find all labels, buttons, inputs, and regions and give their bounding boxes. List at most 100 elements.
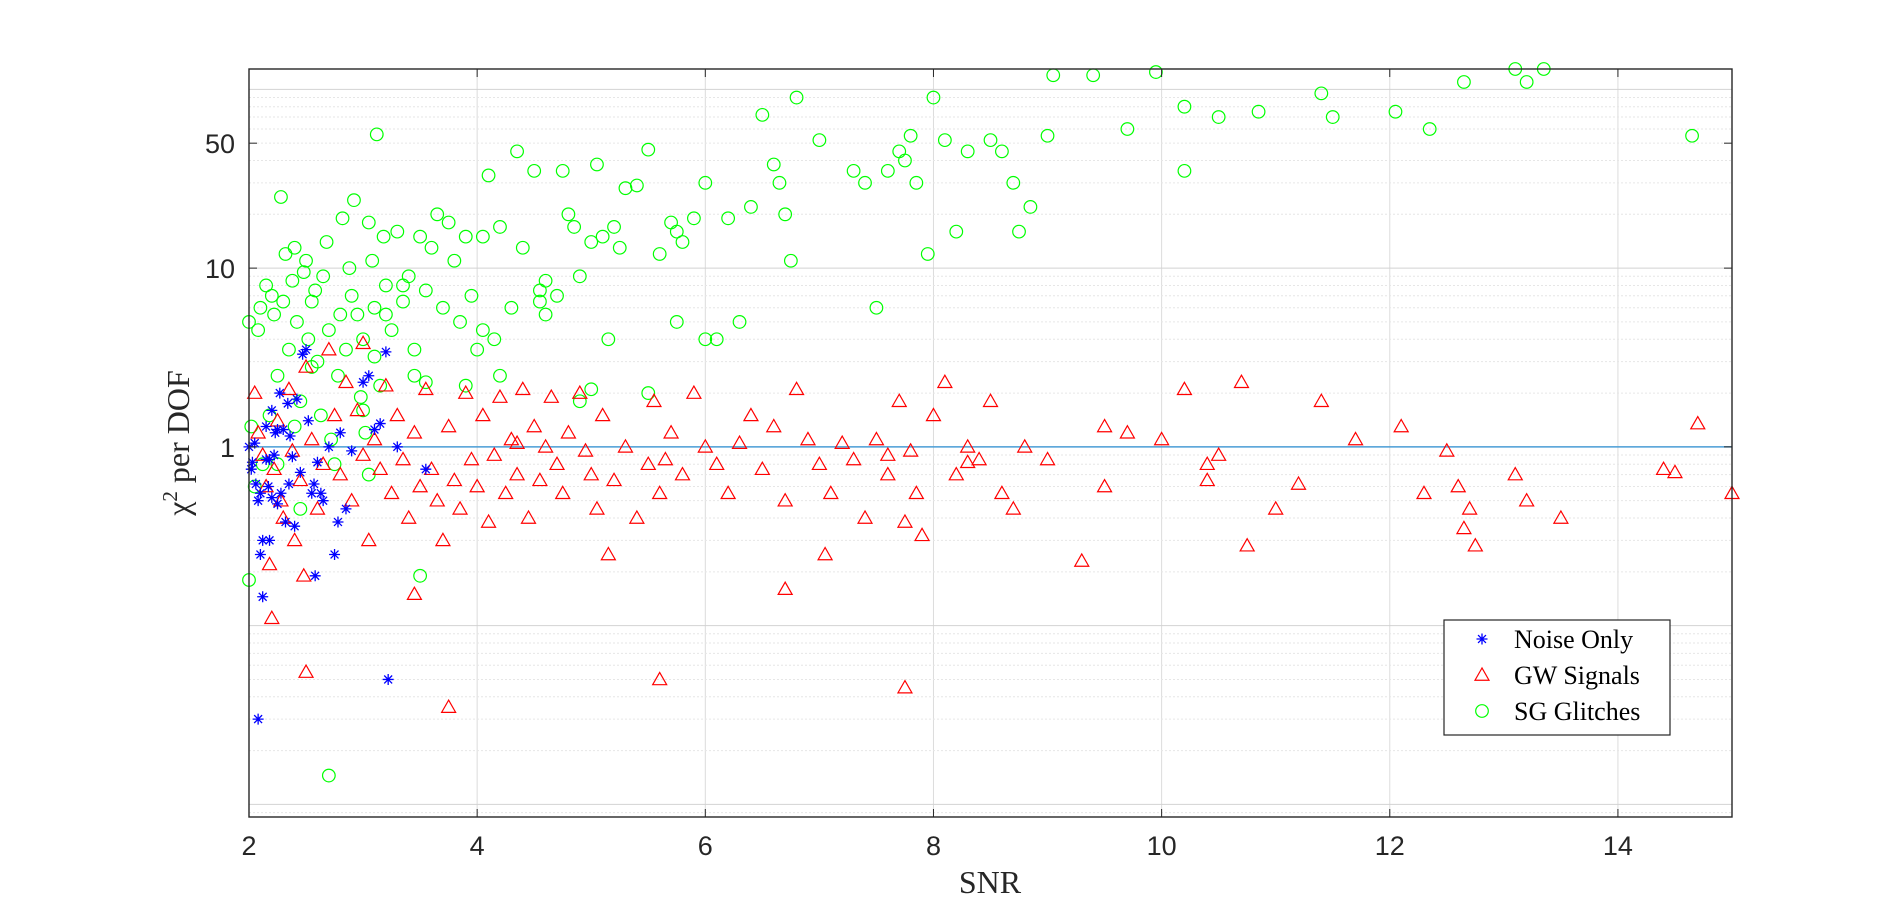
data-point-circle xyxy=(493,368,507,383)
data-point-triangle xyxy=(509,434,526,449)
data-point-circle xyxy=(584,235,599,249)
data-point-circle xyxy=(413,568,428,583)
data-point-circle xyxy=(373,378,388,393)
data-point-circle xyxy=(1023,200,1038,214)
data-point-asterisk xyxy=(297,348,309,360)
data-point-circle xyxy=(1012,224,1026,239)
data-point-circle xyxy=(538,307,553,322)
data-point-triangle xyxy=(261,556,278,571)
data-point-circle xyxy=(285,273,300,288)
data-point-circle xyxy=(1457,75,1471,89)
data-point-triangle xyxy=(799,431,817,446)
data-point-triangle xyxy=(246,384,263,399)
data-point-circle xyxy=(846,163,861,178)
data-point-asterisk xyxy=(268,449,280,461)
data-point-asterisk xyxy=(282,397,294,409)
data-point-triangle xyxy=(474,407,491,422)
data-point-triangle xyxy=(491,388,509,403)
data-point-triangle xyxy=(834,434,851,449)
data-point-triangle xyxy=(674,466,691,481)
data-point-triangle xyxy=(1461,500,1478,515)
data-point-circle xyxy=(1006,175,1021,190)
data-point-circle xyxy=(367,349,382,364)
data-point-triangle xyxy=(286,532,303,547)
legend: Noise Only GW Signals SG Glitches xyxy=(1443,619,1671,736)
data-point-circle xyxy=(316,269,331,284)
data-point-triangle xyxy=(531,472,548,487)
data-point-triangle xyxy=(383,485,400,500)
data-point-triangle xyxy=(298,358,315,373)
data-point-triangle xyxy=(891,393,908,408)
data-point-asterisk xyxy=(391,441,403,453)
data-point-asterisk xyxy=(363,370,375,382)
data-point-circle xyxy=(369,127,384,142)
data-point-triangle xyxy=(452,500,469,515)
data-point-circle xyxy=(321,768,336,783)
data-point-triangle xyxy=(1455,520,1472,535)
data-point-asterisk xyxy=(284,430,296,442)
data-point-circle xyxy=(515,240,530,255)
data-point-circle xyxy=(475,229,490,244)
data-point-triangle xyxy=(263,610,280,625)
data-point-triangle xyxy=(1096,418,1113,433)
data-point-triangle xyxy=(914,527,931,542)
y-tick-label: 1 xyxy=(220,433,235,463)
legend-label-sg-glitches: SG Glitches xyxy=(1514,697,1640,726)
data-point-triangle xyxy=(309,500,326,515)
data-point-circle xyxy=(453,315,467,329)
data-point-triangle xyxy=(457,384,474,399)
data-point-triangle xyxy=(295,567,312,582)
data-point-asterisk xyxy=(340,503,352,515)
data-point-circle xyxy=(458,229,473,244)
data-point-asterisk xyxy=(357,376,369,388)
data-point-circle xyxy=(607,220,621,234)
data-point-circle xyxy=(464,288,479,303)
data-point-triangle xyxy=(925,407,942,422)
data-point-triangle xyxy=(298,663,315,678)
y-tick-label: 50 xyxy=(205,129,235,159)
axis-ticks: 2 4 6 8 10 12 14 1 10 50 xyxy=(205,69,1732,861)
data-point-triangle xyxy=(526,418,543,433)
data-point-circle xyxy=(313,408,328,423)
data-point-triangle xyxy=(1176,381,1193,396)
data-point-triangle xyxy=(349,402,366,417)
data-point-triangle xyxy=(628,509,645,524)
data-point-triangle xyxy=(292,472,309,487)
data-point-circle xyxy=(304,360,319,374)
data-point-triangle xyxy=(560,424,577,439)
data-point-circle xyxy=(407,342,422,357)
data-point-circle xyxy=(339,342,353,357)
data-point-circle xyxy=(470,342,485,357)
data-point-circle xyxy=(926,90,941,105)
data-point-circle xyxy=(572,269,587,284)
data-point-triangle xyxy=(250,424,267,439)
data-point-triangle xyxy=(657,451,674,466)
data-point-asterisk xyxy=(275,487,287,499)
data-point-triangle xyxy=(423,460,440,476)
data-point-triangle xyxy=(588,500,605,515)
data-point-triangle xyxy=(360,532,377,547)
data-point-circle xyxy=(267,307,281,322)
data-point-triangle xyxy=(765,418,782,433)
data-point-triangle xyxy=(503,431,520,446)
data-point-triangle xyxy=(1467,537,1484,552)
data-point-asterisk xyxy=(420,463,432,475)
data-point-circle xyxy=(418,283,433,298)
data-point-triangle xyxy=(486,446,503,461)
data-point-triangle xyxy=(394,451,412,466)
data-point-triangle xyxy=(417,381,434,396)
data-point-circle xyxy=(612,240,627,255)
data-point-circle xyxy=(296,265,311,280)
data-point-triangle xyxy=(537,438,554,453)
data-point-asterisk xyxy=(302,415,314,427)
data-point-circle xyxy=(983,133,998,148)
data-point-circle xyxy=(251,323,266,338)
y-tick-label: 10 xyxy=(205,254,235,284)
data-point-circle xyxy=(493,220,507,234)
series-circle xyxy=(242,62,1699,783)
data-point-asterisk xyxy=(254,487,266,499)
data-point-asterisk xyxy=(306,487,318,499)
data-point-asterisk xyxy=(250,478,262,490)
legend-markers xyxy=(1473,633,1491,718)
data-point-circle xyxy=(430,207,445,222)
